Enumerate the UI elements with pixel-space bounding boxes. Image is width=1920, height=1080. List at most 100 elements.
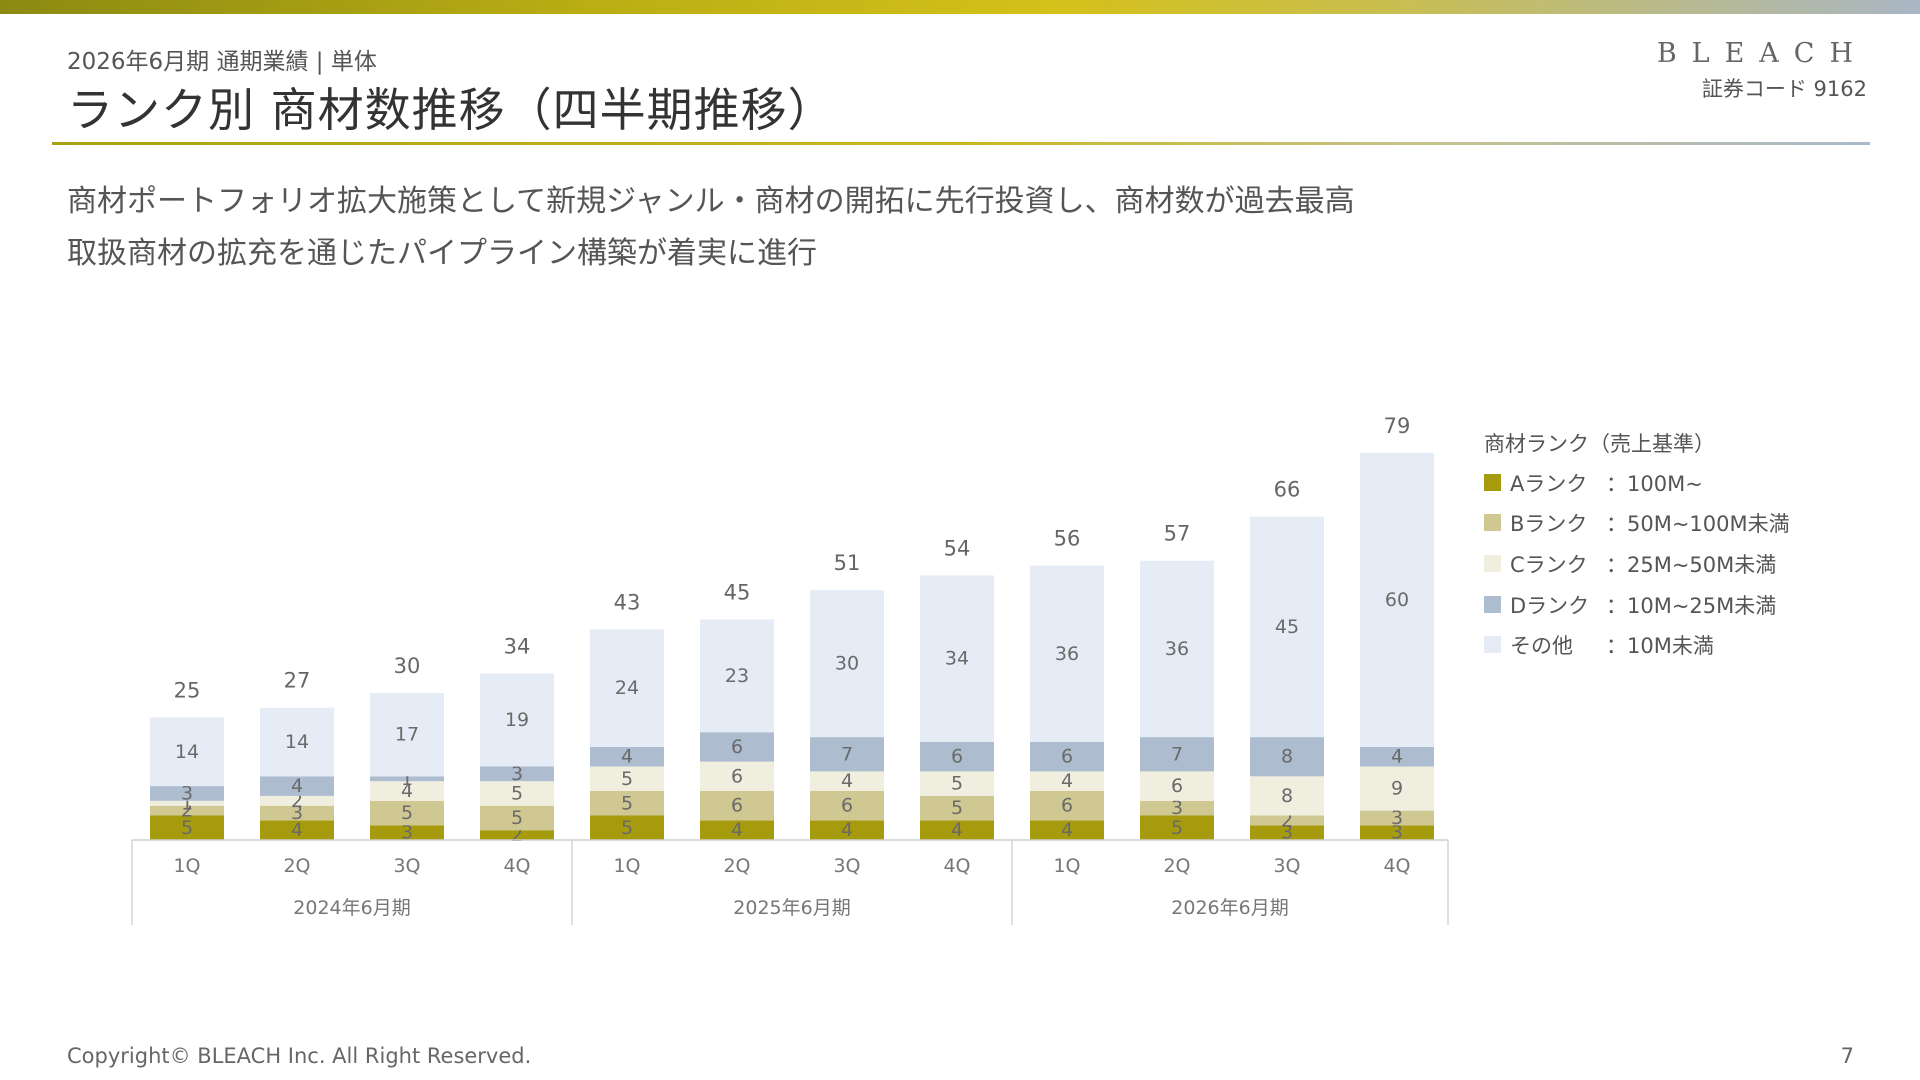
bar-segment xyxy=(810,590,884,738)
bar-segment xyxy=(370,825,444,840)
category-tick-label: 3Q xyxy=(393,855,420,877)
data-label: 4 xyxy=(1061,819,1073,841)
group-label: 2025年6月期 xyxy=(733,897,850,919)
legend-range: ：50M~100M未満 xyxy=(1606,512,1790,536)
total-label: 54 xyxy=(944,536,971,560)
bar-segment xyxy=(1250,776,1324,816)
bar-segment xyxy=(590,766,664,791)
total-label: 34 xyxy=(504,634,531,658)
bar-segment xyxy=(260,805,334,821)
data-label: 6 xyxy=(731,736,743,758)
legend-name: Bランク xyxy=(1510,512,1588,536)
data-label: 60 xyxy=(1385,589,1409,611)
page-title: ランク別 商材数推移（四半期推移） xyxy=(67,83,835,137)
bar-segment xyxy=(480,805,554,831)
bar-segment xyxy=(1250,516,1324,738)
data-label: 19 xyxy=(505,709,529,731)
bar-segment xyxy=(920,575,994,742)
data-label: 4 xyxy=(291,775,303,797)
legend-swatch xyxy=(1484,555,1501,572)
bar-segment xyxy=(1360,825,1434,840)
bar-segment xyxy=(1030,771,1104,791)
bar-segment xyxy=(370,776,444,782)
total-label: 43 xyxy=(614,590,641,614)
legend-range: ：10M未満 xyxy=(1606,634,1714,658)
total-label: 25 xyxy=(174,679,201,703)
bar-segment xyxy=(810,771,884,791)
total-label: 66 xyxy=(1274,478,1301,502)
copyright: Copyright© BLEACH Inc. All Right Reserve… xyxy=(67,1044,532,1068)
data-label: 4 xyxy=(951,819,963,841)
data-label: 45 xyxy=(1275,616,1299,638)
legend-swatch xyxy=(1484,474,1501,491)
data-label: 36 xyxy=(1165,638,1189,660)
group-label: 2024年6月期 xyxy=(293,897,410,919)
legend-range: ：10M~25M未満 xyxy=(1606,594,1777,618)
data-label: 7 xyxy=(1171,743,1183,765)
legend-name: Cランク xyxy=(1510,553,1588,577)
bar-segment xyxy=(590,815,664,840)
data-label: 5 xyxy=(951,773,963,795)
legend-swatch xyxy=(1484,514,1501,531)
bar-segment xyxy=(810,737,884,772)
data-label: 5 xyxy=(951,797,963,819)
data-label: 6 xyxy=(1171,775,1183,797)
data-label: 6 xyxy=(841,795,853,817)
bar-segment xyxy=(1250,825,1324,840)
total-label: 56 xyxy=(1054,527,1081,551)
data-label: 3 xyxy=(291,802,303,824)
category-tick-label: 3Q xyxy=(833,855,860,877)
data-label: 3 xyxy=(1391,807,1403,829)
data-label: 3 xyxy=(401,822,413,844)
bar-segment xyxy=(150,717,224,787)
data-label: 4 xyxy=(731,819,743,841)
category-tick-label: 4Q xyxy=(943,855,970,877)
bar-segment xyxy=(590,629,664,747)
bar-segment xyxy=(920,795,994,821)
legend-swatch xyxy=(1484,596,1501,613)
total-label: 30 xyxy=(394,654,421,678)
data-label: 6 xyxy=(951,746,963,768)
data-label: 7 xyxy=(841,743,853,765)
total-label: 51 xyxy=(834,551,861,575)
data-label: 5 xyxy=(621,768,633,790)
total-label: 27 xyxy=(284,669,311,693)
data-label: 4 xyxy=(1061,770,1073,792)
bar-segment xyxy=(700,820,774,840)
bar-segment xyxy=(700,761,774,791)
data-label: 14 xyxy=(175,741,199,763)
bar-segment xyxy=(810,820,884,840)
bar-segment xyxy=(920,742,994,772)
bar-segment xyxy=(480,673,554,767)
bar-segment xyxy=(1140,800,1214,816)
data-label: 4 xyxy=(621,746,633,768)
data-label: 14 xyxy=(285,731,309,753)
bar-segment xyxy=(150,800,224,806)
data-label: 5 xyxy=(621,792,633,814)
data-label: 4 xyxy=(841,819,853,841)
bar-segment xyxy=(700,619,774,733)
bar-segment xyxy=(150,786,224,801)
bar-segment xyxy=(590,791,664,816)
total-label: 57 xyxy=(1164,522,1191,546)
data-label: 8 xyxy=(1281,746,1293,768)
data-label: 3 xyxy=(1171,797,1183,819)
bar-segment xyxy=(480,766,554,782)
data-label: 6 xyxy=(1061,795,1073,817)
page-number: 7 xyxy=(1840,1044,1854,1068)
data-label: 3 xyxy=(511,763,523,785)
bar-segment xyxy=(920,820,994,840)
category-tick-label: 2Q xyxy=(723,855,750,877)
page-subtitle: 2026年6月期 通期業績 | 単体 xyxy=(67,49,377,75)
bar-segment xyxy=(480,781,554,806)
bar-segment xyxy=(1030,820,1104,840)
bar-segment xyxy=(260,820,334,840)
bar-segment xyxy=(1360,452,1434,747)
lead-text-line-1: 商材ポートフォリオ拡大施策として新規ジャンル・商材の開拓に先行投資し、商材数が過… xyxy=(67,184,1355,219)
legend-name: その他 xyxy=(1510,634,1573,658)
data-label: 5 xyxy=(511,807,523,829)
bar-segment xyxy=(150,805,224,816)
bar-segment xyxy=(810,791,884,821)
group-label: 2026年6月期 xyxy=(1171,897,1288,919)
